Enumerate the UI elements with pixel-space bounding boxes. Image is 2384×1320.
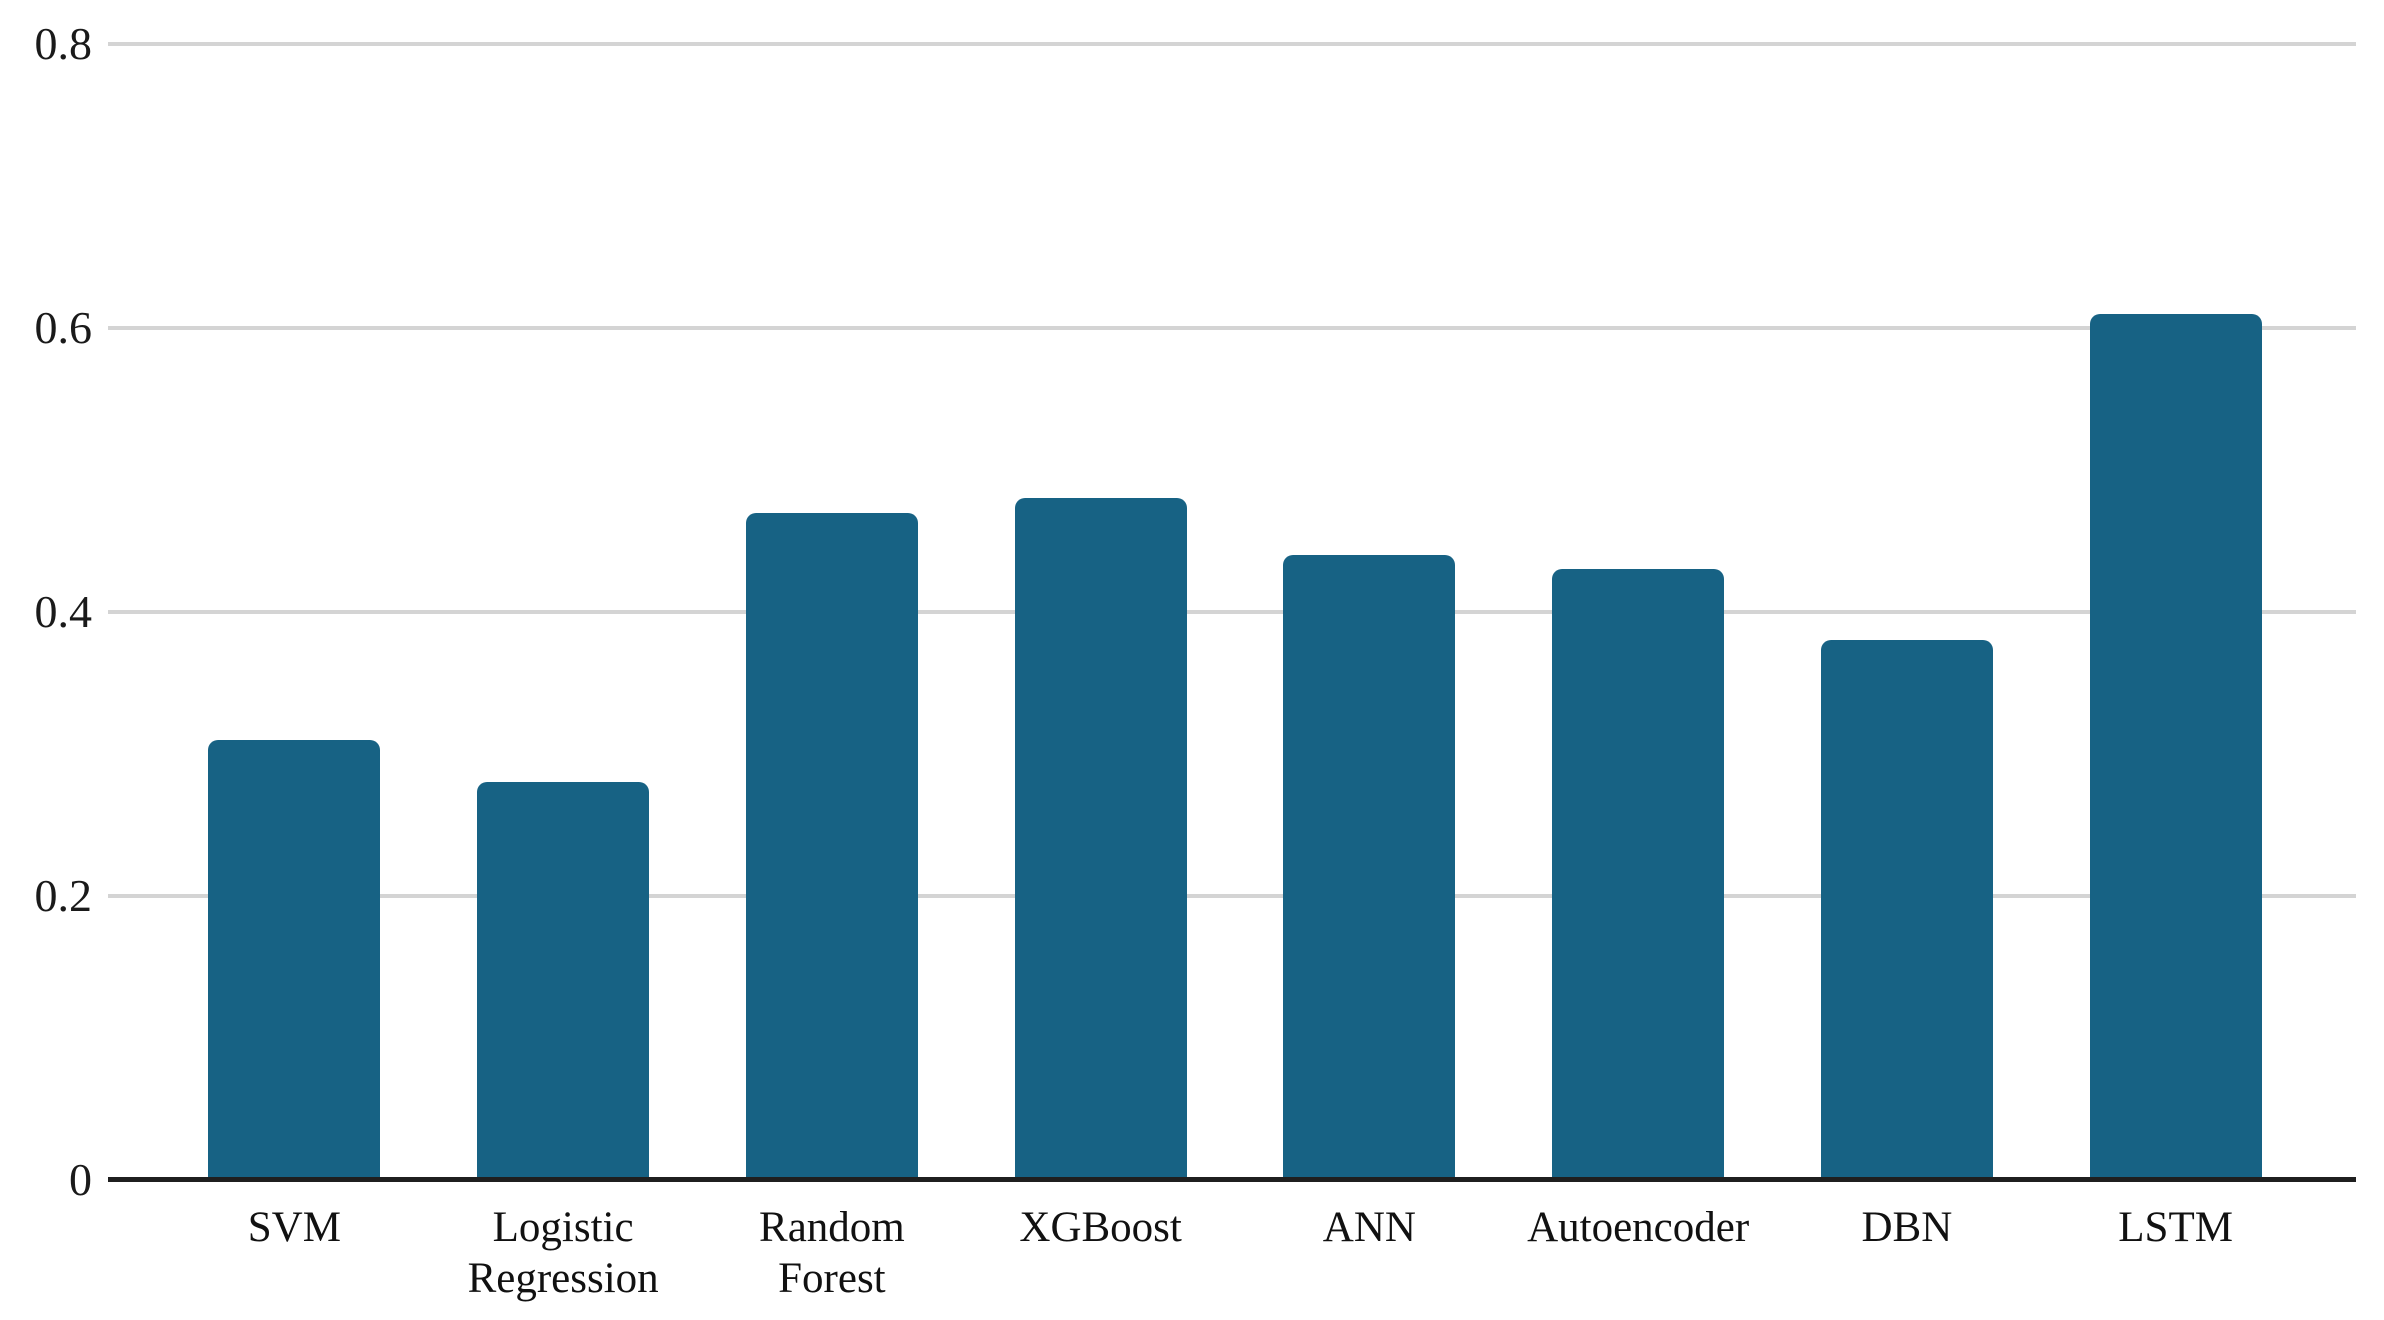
y-axis: 0.8 0.6 0.4 0.2 0 — [0, 21, 93, 1203]
bar-svm — [208, 739, 381, 1180]
plot-area — [108, 42, 2356, 1182]
gridline — [108, 894, 2356, 898]
bar-slot — [1235, 44, 1504, 1180]
bar-ann — [1283, 555, 1456, 1180]
x-axis-label: LSTM — [2118, 1204, 2233, 1251]
y-tick-label: 0.8 — [34, 18, 93, 69]
bar-xgboost — [1014, 498, 1187, 1180]
gridline — [108, 326, 2356, 330]
bar-autoencoder — [1552, 569, 1725, 1180]
bar-lstm — [2089, 313, 2262, 1180]
x-axis-label: Autoencoder — [1527, 1204, 1750, 1251]
bar-slot — [160, 44, 429, 1180]
y-tick-label: 0.4 — [34, 586, 93, 637]
x-axis-label: DBN — [1861, 1204, 1953, 1251]
bar-slot — [1504, 44, 1773, 1180]
y-tick-label: 0 — [69, 1154, 92, 1205]
y-tick-label: 0.6 — [34, 302, 93, 353]
bar-slot — [1773, 44, 2042, 1180]
x-axis-label: Logistic Regression — [467, 1204, 659, 1302]
bar-random-forest — [745, 512, 918, 1180]
x-axis-baseline — [108, 1177, 2356, 1182]
x-axis: SVM Logistic Regression Random Forest XGBoo… — [108, 1203, 2356, 1304]
bar-slot — [2041, 44, 2310, 1180]
bars-container — [108, 44, 2356, 1180]
bar-slot — [966, 44, 1235, 1180]
x-axis-label: ANN — [1322, 1204, 1416, 1251]
x-axis-label: XGBoost — [1019, 1204, 1182, 1251]
gridline — [108, 610, 2356, 614]
gridline — [108, 42, 2356, 46]
bar-dbn — [1820, 640, 1993, 1180]
y-tick-label: 0.2 — [34, 870, 93, 921]
bar-slot — [429, 44, 698, 1180]
bar-logistic-regression — [477, 782, 650, 1180]
x-axis-label: SVM — [247, 1204, 341, 1251]
x-axis-label: Random Forest — [759, 1204, 905, 1302]
bar-slot — [698, 44, 967, 1180]
